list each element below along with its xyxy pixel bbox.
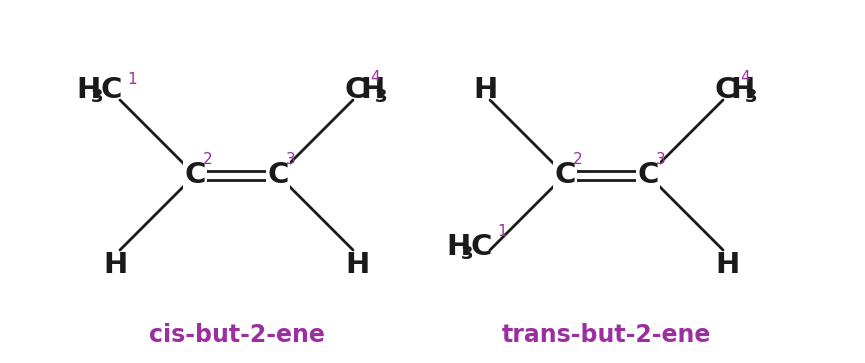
- Text: H: H: [103, 251, 127, 279]
- Text: H: H: [346, 251, 370, 279]
- Text: 3: 3: [91, 88, 104, 106]
- Text: C: C: [345, 76, 367, 104]
- Text: cis-but-2-ene: cis-but-2-ene: [149, 323, 324, 347]
- Text: C: C: [100, 76, 121, 104]
- Text: C: C: [184, 161, 206, 189]
- Text: C: C: [470, 233, 491, 261]
- Text: C: C: [638, 161, 658, 189]
- Text: H: H: [730, 76, 754, 104]
- Text: 3: 3: [286, 151, 296, 167]
- Text: 3: 3: [375, 88, 388, 106]
- Text: 3: 3: [745, 88, 758, 106]
- Text: C: C: [267, 161, 289, 189]
- Text: trans-but-2-ene: trans-but-2-ene: [502, 323, 711, 347]
- Text: H: H: [473, 76, 497, 104]
- Text: 2: 2: [573, 151, 583, 167]
- Text: H: H: [360, 76, 384, 104]
- Text: 3: 3: [461, 245, 473, 263]
- Text: 4: 4: [740, 70, 750, 86]
- Text: C: C: [715, 76, 736, 104]
- Text: C: C: [554, 161, 576, 189]
- Text: 1: 1: [497, 224, 507, 240]
- Text: H: H: [76, 76, 100, 104]
- Text: 2: 2: [203, 151, 213, 167]
- Text: 3: 3: [657, 151, 666, 167]
- Text: 4: 4: [370, 70, 380, 86]
- Text: H: H: [446, 233, 471, 261]
- Text: 1: 1: [127, 73, 137, 87]
- Text: H: H: [716, 251, 740, 279]
